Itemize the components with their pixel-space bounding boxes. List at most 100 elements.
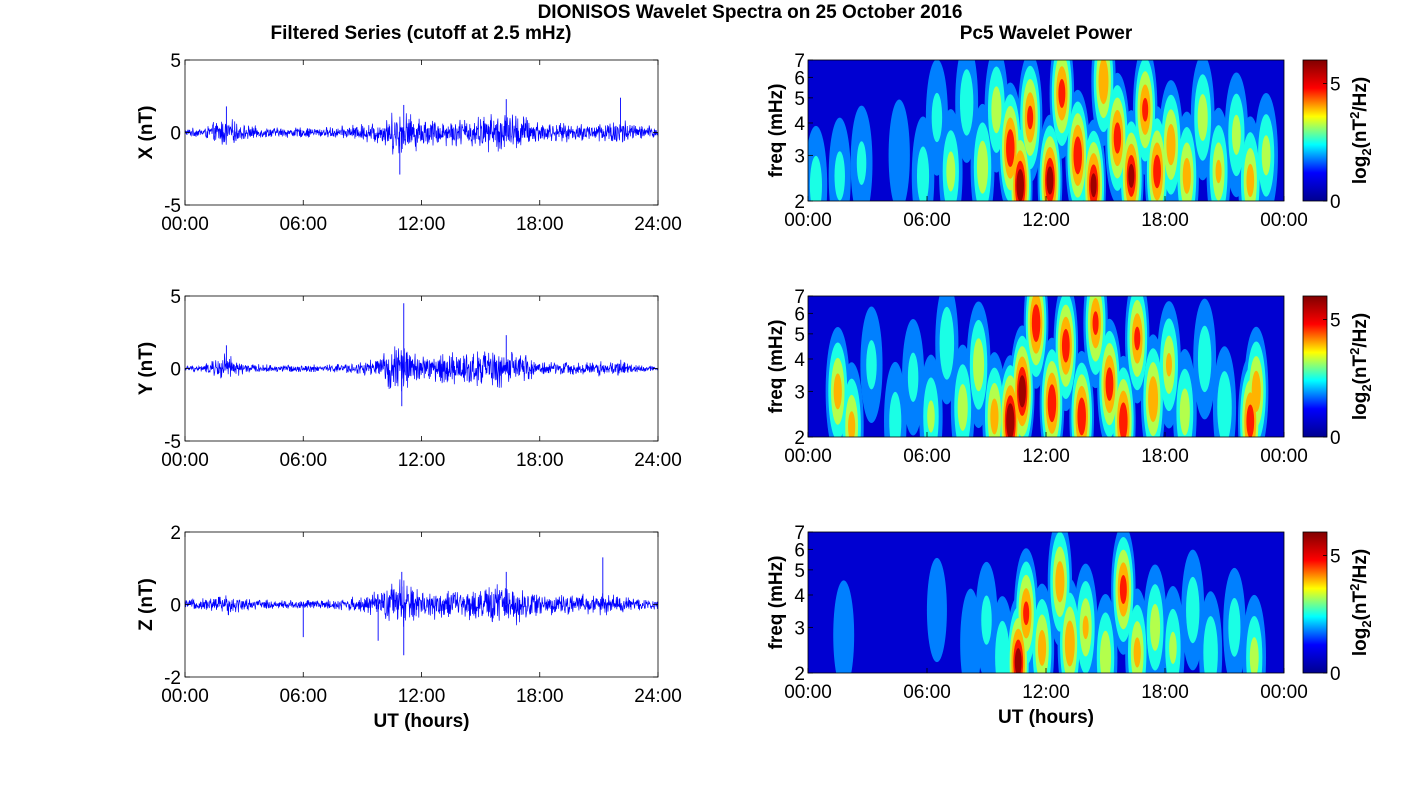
y-tick-label: 2 bbox=[170, 523, 181, 544]
wavelet-power-blob bbox=[926, 557, 947, 663]
y-tick-label: 5 bbox=[794, 325, 805, 346]
wavelet-power-blob bbox=[1016, 169, 1024, 201]
y-tick-label: 2 bbox=[794, 192, 805, 213]
wavelet-power-blob bbox=[1077, 397, 1086, 436]
x-tick-label: 18:00 bbox=[1141, 682, 1189, 703]
x-tick-label: 24:00 bbox=[634, 450, 682, 471]
x-axis-label: UT (hours) bbox=[998, 707, 1094, 728]
wavelet-power-blob bbox=[809, 155, 822, 201]
wavelet-power-blob bbox=[939, 306, 955, 380]
colorbar-gradient bbox=[1302, 295, 1328, 438]
wavelet-power-blob bbox=[1023, 601, 1030, 626]
y-tick-label: 7 bbox=[794, 523, 805, 544]
x-tick-label: 00:00 bbox=[161, 450, 209, 471]
wavelet-power-blob bbox=[1228, 597, 1241, 657]
wavelet-power-blob bbox=[889, 391, 902, 437]
wavelet-power-blob bbox=[927, 400, 935, 433]
x-tick-label: 12:00 bbox=[1022, 682, 1070, 703]
wavelet-power-blob bbox=[1153, 154, 1161, 189]
y-tick-label: 0 bbox=[170, 596, 181, 617]
x-tick-label: 00:00 bbox=[161, 686, 209, 707]
wavelet-power-blob bbox=[1119, 402, 1128, 437]
wavelet-power-blob bbox=[959, 69, 974, 136]
colorbar-label-log: log bbox=[1350, 392, 1371, 421]
signal-line bbox=[184, 112, 659, 155]
wavelet-power-blob bbox=[1249, 637, 1259, 673]
x-tick-label: 24:00 bbox=[634, 686, 682, 707]
wavelet-power-blob bbox=[1082, 615, 1089, 640]
wavelet-power-blob bbox=[1006, 403, 1015, 437]
wavelet-power-blob bbox=[848, 411, 856, 437]
colorbar-label-tail: /Hz) bbox=[1350, 77, 1371, 112]
wavelet-power-blob bbox=[1166, 123, 1176, 166]
wavelet-power-blob bbox=[1119, 575, 1127, 604]
wavelet-power-blob bbox=[931, 92, 943, 143]
x-tick-label: 06:00 bbox=[903, 210, 951, 231]
colorbar-label-superscript: 2 bbox=[1347, 348, 1362, 355]
colorbar-label-log: log bbox=[1350, 628, 1371, 657]
x-tick-label: 06:00 bbox=[279, 214, 327, 235]
colorbar-label-subscript: 2 bbox=[1359, 384, 1374, 391]
wavelet-power-blob bbox=[856, 141, 867, 185]
y-tick-label: -5 bbox=[164, 196, 181, 217]
y-tick-label: 7 bbox=[794, 287, 805, 308]
wavelet-power-blob bbox=[888, 99, 910, 201]
heatmap-area bbox=[808, 532, 1284, 673]
wavelet-power-blob bbox=[1055, 561, 1065, 603]
x-tick-label: 18:00 bbox=[1141, 446, 1189, 467]
wavelet-power-blob bbox=[1165, 352, 1172, 377]
right-column-title: Pc5 Wavelet Power bbox=[960, 23, 1133, 44]
wavelet-power-blob bbox=[1197, 93, 1208, 141]
x-tick-label: 18:00 bbox=[516, 450, 564, 471]
wavelet-power-blob bbox=[976, 140, 989, 194]
wavelet-power-blob bbox=[907, 352, 919, 402]
wavelet-power-blob bbox=[1090, 173, 1097, 198]
colorbar-gradient bbox=[1302, 59, 1328, 202]
wavelet-power-blob bbox=[1064, 620, 1075, 667]
wavelet-power-blob bbox=[1231, 114, 1241, 155]
colorbar-label-subscript: 2 bbox=[1359, 148, 1374, 155]
wavelet-power-blob bbox=[1186, 576, 1200, 644]
x-tick-label: 18:00 bbox=[516, 214, 564, 235]
y-axis-label: X (nT) bbox=[136, 106, 157, 160]
colorbar-tick-label: 0 bbox=[1330, 192, 1341, 213]
x-tick-label: 06:00 bbox=[279, 450, 327, 471]
wavelet-power-blob bbox=[1092, 311, 1099, 336]
y-tick-label: 3 bbox=[794, 146, 805, 167]
y-tick-label: 4 bbox=[794, 350, 805, 371]
y-tick-label: 3 bbox=[794, 618, 805, 639]
x-tick-label: 12:00 bbox=[398, 450, 446, 471]
wavelet-power-blob bbox=[1037, 629, 1047, 666]
colorbar-label-subscript: 2 bbox=[1359, 620, 1374, 627]
wavelet-power-blob bbox=[1031, 304, 1041, 343]
timeseries-panel-x: 5 0 -500:00 06:00 12:00 18:00 24:00 X (nT) bbox=[136, 51, 682, 235]
colorbar-label-unit: (nT bbox=[1350, 119, 1371, 149]
heatmap-area bbox=[808, 296, 1284, 437]
wavelet-power-blob bbox=[1046, 166, 1054, 195]
wavelet-power-blob bbox=[866, 340, 877, 390]
wavelet-power-blob bbox=[1099, 630, 1112, 673]
colorbar-tick-label: 5 bbox=[1330, 311, 1341, 332]
timeseries-panel-z: 2 0 -200:00 06:00 12:00 18:00 24:00 Z (nT) UT (h… bbox=[136, 523, 682, 732]
wavelet-power-blob bbox=[1169, 631, 1177, 665]
colorbar-label-log: log bbox=[1350, 156, 1371, 185]
wavelet-power-blob bbox=[1018, 375, 1026, 408]
wavelet-power-blob bbox=[833, 580, 855, 673]
colorbar-label-tail: /Hz) bbox=[1350, 549, 1371, 584]
x-tick-label: 00:00 bbox=[1260, 210, 1308, 231]
wavelet-power-blob bbox=[1261, 135, 1271, 176]
wavelet-power-blob bbox=[1215, 159, 1222, 184]
wavelet-power-blob bbox=[916, 146, 930, 201]
wavelet-power-blob bbox=[1150, 603, 1161, 651]
wavelet-power-blob bbox=[1246, 404, 1255, 437]
wavelet-power-blob bbox=[1148, 376, 1159, 423]
heatmap-area bbox=[808, 60, 1284, 201]
colorbar-label-superscript: 2 bbox=[1347, 584, 1362, 591]
left-column-title: Filtered Series (cutoff at 2.5 mHz) bbox=[271, 23, 572, 44]
y-axis-label: freq (mHz) bbox=[766, 84, 787, 178]
x-tick-label: 00:00 bbox=[784, 446, 832, 467]
